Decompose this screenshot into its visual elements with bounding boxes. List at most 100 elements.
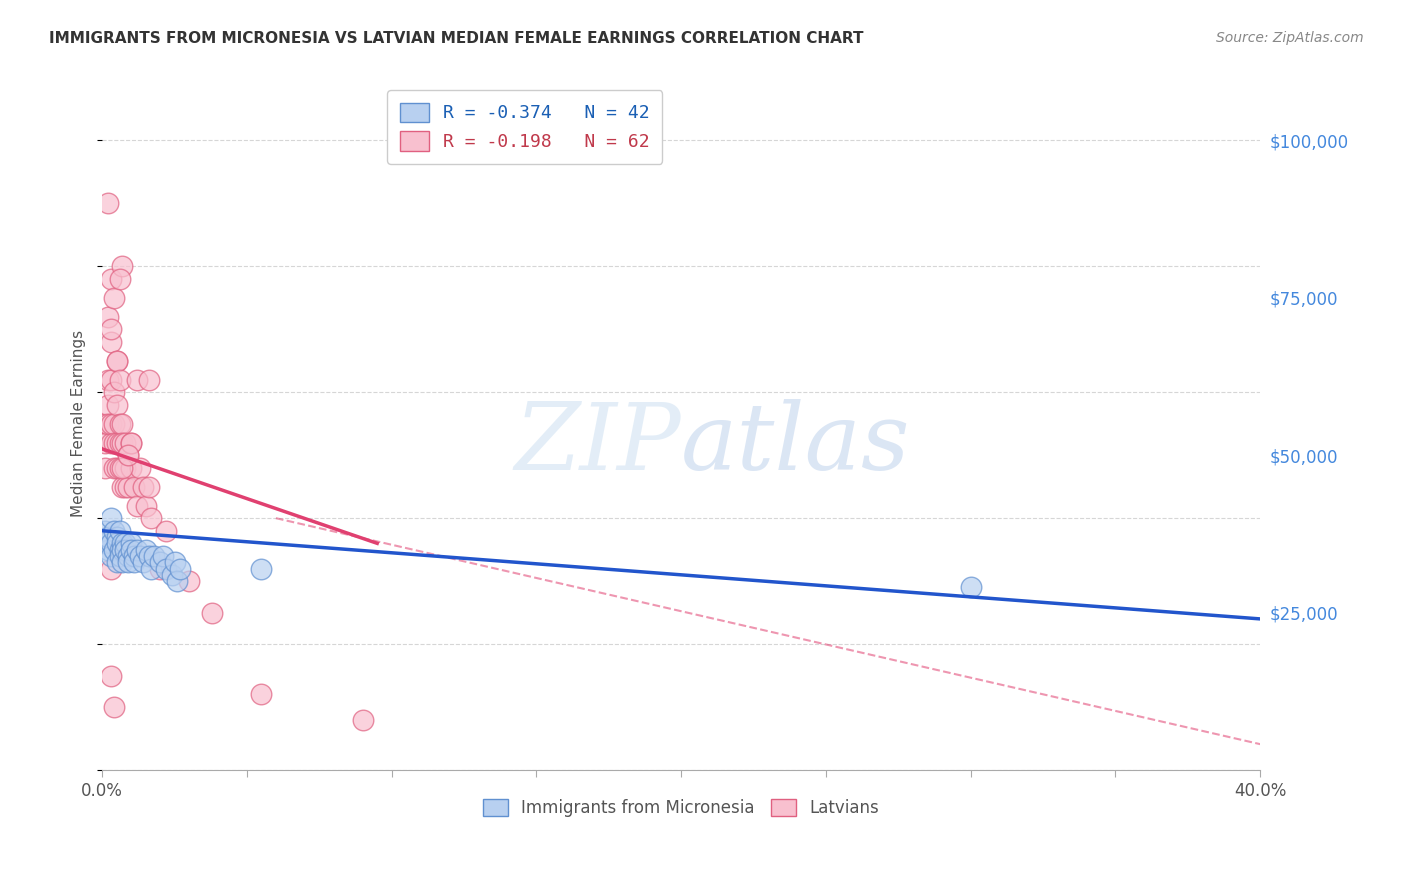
Point [108,549,131,563]
Point [105,353,128,368]
Point [94,435,117,450]
Point [111,555,134,569]
Point [100,668,122,682]
Point [111,536,134,550]
Point [250,561,273,575]
Point [103,524,125,538]
Point [100,322,122,336]
Point [155,561,177,575]
Point [122,549,145,563]
Point [105,353,128,368]
Point [94,536,117,550]
Point [94,417,117,431]
Point [114,480,136,494]
Text: ZIP: ZIP [515,400,681,490]
Point [97,373,120,387]
Point [111,542,134,557]
Text: atlas: atlas [681,400,911,490]
Point [111,480,134,494]
Point [125,373,148,387]
Point [100,435,122,450]
Point [132,480,155,494]
Point [114,542,136,557]
Point [97,530,120,544]
Point [105,530,128,544]
Y-axis label: Median Female Earnings: Median Female Earnings [72,330,86,517]
Point [108,542,131,557]
Point [141,511,163,525]
Point [105,555,128,569]
Point [103,291,125,305]
Point [100,536,122,550]
Point [141,561,163,575]
Point [114,542,136,557]
Point [120,460,142,475]
Point [352,713,374,727]
Point [111,435,134,450]
Point [117,555,139,569]
Point [103,460,125,475]
Point [100,334,122,349]
Point [100,417,122,431]
Text: IMMIGRANTS FROM MICRONESIA VS LATVIAN MEDIAN FEMALE EARNINGS CORRELATION CHART: IMMIGRANTS FROM MICRONESIA VS LATVIAN ME… [49,31,863,46]
Point [103,435,125,450]
Point [103,417,125,431]
Point [100,511,122,525]
Point [105,435,128,450]
Point [135,499,157,513]
Point [103,542,125,557]
Legend: Immigrants from Micronesia, Latvians: Immigrants from Micronesia, Latvians [477,792,886,824]
Point [177,574,200,588]
Point [138,373,160,387]
Point [166,574,188,588]
Point [108,417,131,431]
Point [120,542,142,557]
Point [108,524,131,538]
Point [100,272,122,286]
Point [100,549,122,563]
Point [105,460,128,475]
Point [111,260,134,274]
Point [105,536,128,550]
Point [108,272,131,286]
Point [94,460,117,475]
Point [103,700,125,714]
Point [111,460,134,475]
Point [100,373,122,387]
Point [149,555,172,569]
Point [169,561,191,575]
Point [155,524,177,538]
Point [959,581,981,595]
Point [108,460,131,475]
Point [94,524,117,538]
Point [114,536,136,550]
Point [97,310,120,324]
Point [122,555,145,569]
Point [103,385,125,400]
Point [160,567,183,582]
Point [135,542,157,557]
Point [108,373,131,387]
Point [111,417,134,431]
Point [97,196,120,211]
Point [125,542,148,557]
Point [152,549,174,563]
Text: Source: ZipAtlas.com: Source: ZipAtlas.com [1216,31,1364,45]
Point [132,555,155,569]
Point [125,499,148,513]
Point [114,435,136,450]
Point [97,398,120,412]
Point [117,448,139,462]
Point [120,435,142,450]
Point [97,417,120,431]
Point [100,561,122,575]
Point [149,561,172,575]
Point [138,480,160,494]
Point [120,536,142,550]
Point [97,542,120,557]
Point [250,688,273,702]
Point [143,549,166,563]
Point [114,460,136,475]
Point [117,448,139,462]
Point [122,480,145,494]
